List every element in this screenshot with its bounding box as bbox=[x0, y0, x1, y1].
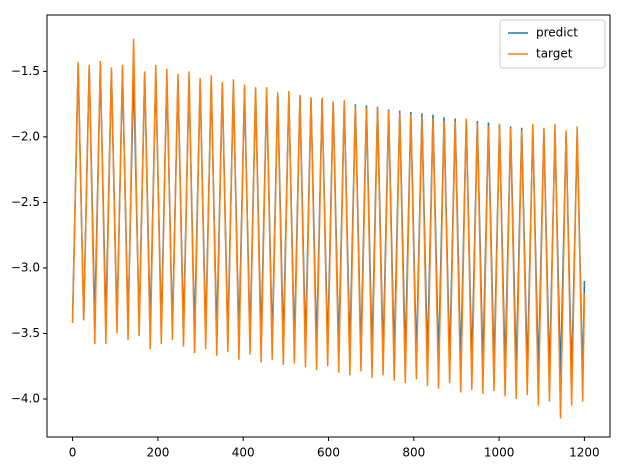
plot-frame bbox=[46, 14, 611, 438]
legend-box bbox=[499, 19, 606, 69]
series-line bbox=[71, 38, 586, 419]
y-tick-label: −3.0 bbox=[11, 260, 40, 274]
y-tick-label: −3.5 bbox=[11, 326, 40, 340]
y-tick-label: −2.5 bbox=[11, 195, 40, 209]
x-tick-label: 1200 bbox=[569, 446, 600, 460]
legend-label: target bbox=[536, 47, 573, 61]
x-tick-label: 400 bbox=[232, 446, 255, 460]
x-tick-label: 0 bbox=[69, 446, 77, 460]
legend-label: predict bbox=[536, 26, 578, 40]
x-tick-label: 1000 bbox=[484, 446, 515, 460]
x-tick-label: 600 bbox=[317, 446, 340, 460]
y-tick-label: −2.0 bbox=[11, 129, 40, 143]
x-tick-label: 200 bbox=[146, 446, 169, 460]
y-tick-label: −4.0 bbox=[11, 391, 40, 405]
x-tick-label: 800 bbox=[402, 446, 425, 460]
y-tick-label: −1.5 bbox=[11, 64, 40, 78]
